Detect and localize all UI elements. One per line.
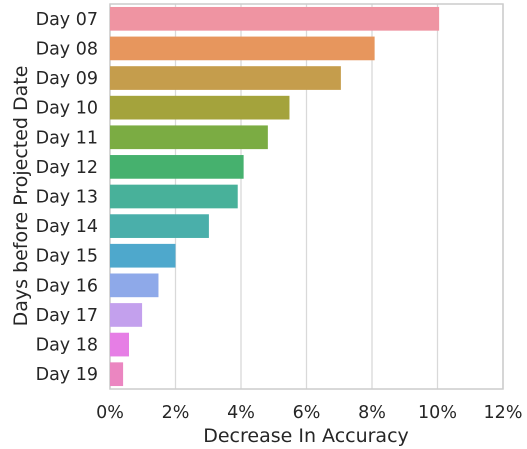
x-tick-label: 10% — [418, 403, 457, 423]
x-axis-title: Decrease In Accuracy — [203, 425, 409, 447]
x-tick-label: 4% — [227, 403, 255, 423]
category-label: Day 14 — [36, 217, 98, 237]
category-label: Day 13 — [36, 188, 98, 208]
category-label: Day 19 — [36, 365, 98, 385]
category-label: Day 16 — [36, 276, 98, 296]
bar — [110, 333, 129, 357]
bars — [110, 7, 439, 386]
x-tick-label: 0% — [96, 403, 124, 423]
category-label: Day 08 — [36, 39, 98, 59]
y-axis-title: Days before Projected Date — [10, 66, 32, 327]
bar — [110, 125, 268, 149]
category-labels: Day 07 Day 08 Day 09 Day 10 Day 11 Day 12 Day … — [36, 10, 98, 385]
bar — [110, 37, 375, 61]
bar — [110, 274, 158, 298]
bar — [110, 66, 341, 90]
x-tick-label: 2% — [162, 403, 190, 423]
bar — [110, 7, 439, 31]
bar — [110, 244, 176, 268]
category-label: Day 17 — [36, 306, 98, 326]
x-tick-label: 12% — [484, 403, 523, 423]
category-label: Day 07 — [36, 10, 98, 30]
bar — [110, 155, 244, 179]
bar — [110, 96, 289, 120]
x-tick-labels: 0% 2% 4% 6% 8% 10% 12% — [96, 403, 522, 423]
bar — [110, 362, 123, 386]
category-label: Day 18 — [36, 336, 98, 356]
category-label: Day 10 — [36, 99, 98, 119]
bar — [110, 214, 209, 238]
category-label: Day 12 — [36, 158, 98, 178]
category-label: Day 11 — [36, 128, 98, 148]
bar — [110, 303, 142, 327]
x-tick-label: 6% — [293, 403, 321, 423]
category-label: Day 15 — [36, 247, 98, 267]
x-tick-label: 8% — [358, 403, 386, 423]
bar — [110, 185, 238, 209]
category-label: Day 09 — [36, 69, 98, 89]
